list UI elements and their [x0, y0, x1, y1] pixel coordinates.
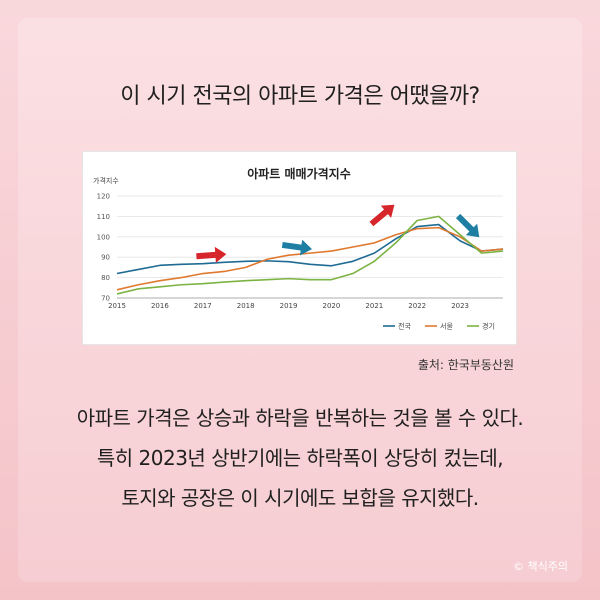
series-line-전국	[116, 223, 504, 275]
y-axis-label: 가격지수	[93, 176, 119, 185]
x-tick-label: 2022	[408, 302, 426, 310]
source-label: 출처: 한국부동산원	[417, 358, 514, 372]
x-tick-label: 2015	[108, 302, 126, 310]
x-tick-label: 2017	[194, 302, 212, 310]
y-tick-label: 90	[101, 254, 110, 262]
body-paragraph: 아파트 가격은 상승과 하락을 반복하는 것을 볼 수 있다. 특히 2023년…	[0, 398, 600, 518]
legend-label: 경기	[482, 322, 495, 331]
chart-title: 아파트 매매가격지수	[247, 166, 351, 181]
x-tick-label: 2023	[451, 302, 469, 310]
y-tick-label: 120	[97, 193, 110, 201]
trend-arrow-down-icon	[455, 213, 480, 238]
x-tick-label: 2016	[151, 302, 169, 310]
legend-label: 전국	[398, 322, 411, 331]
y-tick-label: 80	[101, 274, 110, 282]
x-tick-label: 2020	[323, 302, 341, 310]
trend-arrow-up-icon	[369, 204, 395, 227]
copyright-label: © 책식주의	[513, 560, 568, 573]
y-tick-label: 110	[97, 213, 110, 221]
trend-arrow-up-icon	[196, 246, 227, 263]
x-tick-label: 2018	[237, 302, 255, 310]
y-tick-label: 100	[97, 233, 110, 241]
page-title: 이 시기 전국의 아파트 가격은 어땠을까?	[120, 84, 480, 109]
x-tick-label: 2021	[365, 302, 383, 310]
body-line-2: 특히 2023년 상반기에는 하락폭이 상당히 컸는데,	[96, 446, 504, 470]
legend-label: 서울	[440, 322, 453, 331]
y-tick-label: 70	[101, 295, 110, 303]
series-line-경기	[116, 215, 504, 295]
body-line-1: 아파트 가격은 상승과 하락을 반복하는 것을 볼 수 있다.	[76, 406, 524, 430]
trend-arrow-up-icon	[281, 239, 312, 256]
body-line-3: 토지와 공장은 이 시기에도 보합을 유지했다.	[121, 486, 479, 510]
x-tick-label: 2019	[280, 302, 298, 310]
series-line-서울	[116, 226, 504, 291]
